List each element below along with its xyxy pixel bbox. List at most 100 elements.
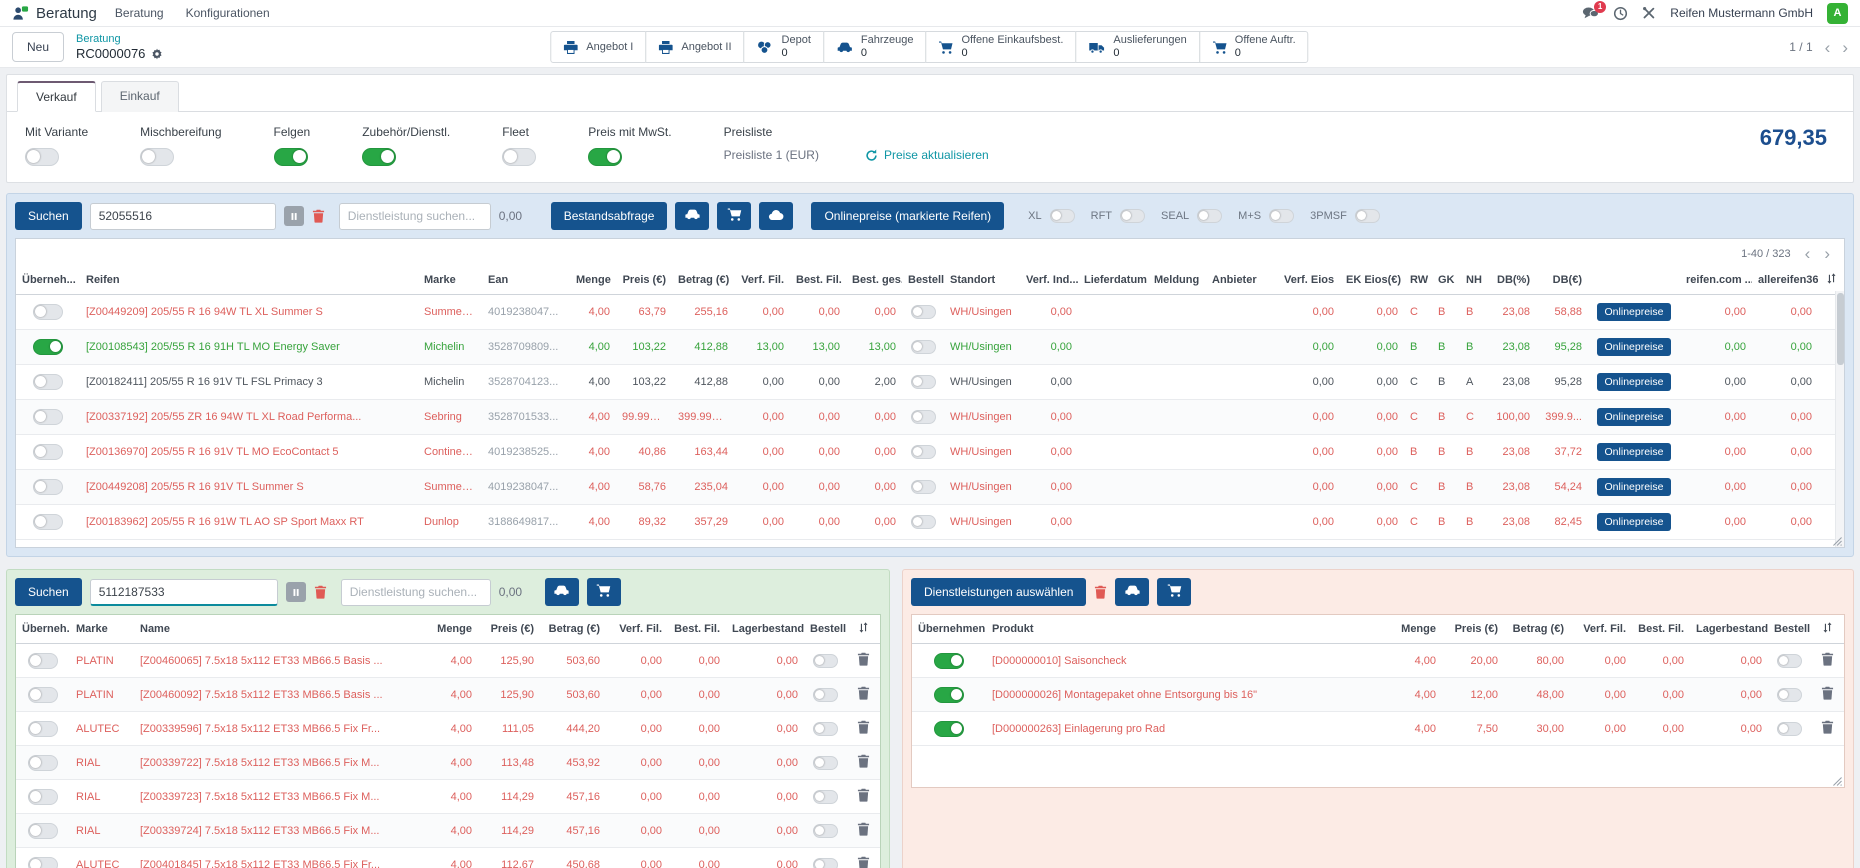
tire-name[interactable]: [Z00337192] 205/55 ZR 16 94W TL XL Road …	[80, 399, 418, 435]
stat-button-auslieferungen[interactable]: Auslieferungen 0	[1075, 31, 1200, 63]
order-toggle[interactable]	[812, 823, 838, 838]
table-row[interactable]: [Z00136970] 205/55 R 16 91V TL MO EcoCon…	[16, 434, 1844, 470]
onlinepreise-button[interactable]: Onlinepreise	[1596, 338, 1672, 356]
table-row[interactable]: [Z00449209] 205/55 R 16 94W TL XL Summer…	[16, 294, 1844, 330]
messages-icon[interactable]: 1	[1582, 1, 1607, 20]
column-header[interactable]: Produkt	[986, 615, 1390, 644]
table-row[interactable]: [D000000010] Saisoncheck 4,00 20,00 80,00 0,…	[912, 643, 1844, 678]
service-cart-button[interactable]	[1157, 578, 1192, 606]
trash-icon[interactable]	[857, 720, 870, 734]
cart-button[interactable]	[717, 202, 752, 230]
pager-previous-icon[interactable]: ‹	[1824, 37, 1831, 57]
service-clear-trash-icon[interactable]	[1094, 585, 1107, 599]
column-settings-icon[interactable]	[846, 615, 880, 644]
onlinepreise-button[interactable]: Onlinepreise	[1596, 303, 1672, 321]
order-toggle[interactable]	[910, 480, 936, 494]
tire-name[interactable]: [Z00182411] 205/55 R 16 91V TL FSL Prima…	[80, 364, 418, 400]
tire-pager-next-icon[interactable]: ›	[1824, 244, 1830, 263]
tire-pager-previous-icon[interactable]: ‹	[1804, 244, 1811, 263]
filter-toggle[interactable]	[1269, 209, 1295, 223]
table-row[interactable]: [Z00182411] 205/55 R 16 91V TL FSL Prima…	[16, 364, 1844, 400]
rim-name[interactable]: [Z00339723] 7.5x18 5x112 ET33 MB66.5 Fix…	[134, 779, 426, 814]
cloud-button[interactable]	[759, 202, 794, 230]
new-button[interactable]: Neu	[12, 32, 65, 62]
tire-search-button[interactable]: Suchen	[15, 202, 82, 230]
order-toggle[interactable]	[910, 445, 936, 459]
column-header[interactable]: Verf. Fil.	[606, 615, 668, 644]
option-toggle[interactable]	[25, 148, 59, 166]
table-row[interactable]: PLATIN [Z00460065] 7.5x18 5x112 ET33 MB66…	[16, 643, 880, 678]
online-prices-button[interactable]: Onlinepreise (markierte Reifen)	[811, 202, 1005, 230]
tire-table-scrollbar[interactable]	[1835, 291, 1844, 547]
activities-clock-icon[interactable]	[1613, 6, 1628, 21]
table-row[interactable]: RIAL [Z00339723] 7.5x18 5x112 ET33 MB66.5…	[16, 779, 880, 814]
menu-beratung[interactable]: Beratung	[114, 6, 164, 20]
column-header[interactable]	[1588, 266, 1680, 295]
tire-name[interactable]: [Z00136970] 205/55 R 16 91V TL MO EcoCon…	[80, 434, 418, 470]
rim-name[interactable]: [Z00460092] 7.5x18 5x112 ET33 MB66.5 Bas…	[134, 677, 426, 712]
table-row[interactable]: ALUTEC [Z00401845] 7.5x18 5x112 ET33 MB66…	[16, 847, 880, 868]
onlinepreise-button[interactable]: Onlinepreise	[1596, 408, 1672, 426]
select-services-button[interactable]: Dienstleistungen auswählen	[911, 578, 1087, 606]
column-header[interactable]: Best. Fil.	[1632, 615, 1690, 644]
order-toggle[interactable]	[1776, 721, 1802, 736]
pager-next-icon[interactable]: ›	[1842, 37, 1848, 57]
order-toggle[interactable]	[910, 340, 936, 354]
resize-handle[interactable]	[1833, 777, 1842, 786]
service-vehicle-button[interactable]	[1115, 578, 1150, 606]
take-over-toggle[interactable]	[28, 686, 58, 703]
onlinepreise-button[interactable]: Onlinepreise	[1596, 478, 1672, 496]
column-header[interactable]: Preis (€)	[1442, 615, 1504, 644]
table-row[interactable]: PLATIN [Z00460092] 7.5x18 5x112 ET33 MB66…	[16, 677, 880, 712]
rim-search-input[interactable]	[89, 578, 278, 606]
take-over-toggle[interactable]	[33, 409, 63, 425]
order-toggle[interactable]	[910, 305, 936, 319]
onlinepreise-button[interactable]: Onlinepreise	[1596, 373, 1672, 391]
table-row[interactable]: [D000000263] Einlagerung pro Rad 4,00 7,50…	[912, 711, 1844, 745]
column-header[interactable]: Menge	[1390, 615, 1442, 644]
column-header[interactable]: Marke	[418, 266, 482, 295]
take-over-toggle[interactable]	[28, 822, 58, 839]
column-header[interactable]: Überneh...	[16, 266, 80, 295]
take-over-toggle[interactable]	[33, 304, 63, 320]
filter-toggle[interactable]	[1120, 209, 1146, 223]
action-gear-icon[interactable]	[151, 48, 163, 60]
column-header[interactable]: Marke	[70, 615, 134, 644]
stat-button-angebot-i[interactable]: Angebot I	[550, 31, 647, 63]
stock-query-button[interactable]: Bestandsabfrage	[550, 202, 668, 230]
tire-service-search-input[interactable]	[338, 202, 491, 230]
take-over-toggle[interactable]	[934, 686, 964, 703]
option-toggle[interactable]	[502, 148, 537, 166]
resize-handle[interactable]	[1833, 537, 1842, 546]
column-header[interactable]: Reifen	[80, 266, 418, 295]
column-header[interactable]: Name	[134, 615, 426, 644]
column-header[interactable]: Lagerbestand	[1690, 615, 1768, 644]
column-header[interactable]: RW	[1404, 266, 1432, 295]
column-header[interactable]: Menge	[426, 615, 478, 644]
option-toggle[interactable]	[362, 148, 397, 166]
trash-icon[interactable]	[1821, 720, 1834, 734]
column-header[interactable]: Ean	[482, 266, 570, 295]
column-header[interactable]: Best. Fil.	[668, 615, 726, 644]
pause-columns-icon[interactable]	[283, 206, 304, 226]
column-header[interactable]: Betrag (€)	[540, 615, 606, 644]
take-over-toggle[interactable]	[28, 856, 58, 868]
tab-einkauf[interactable]: Einkauf	[100, 81, 179, 112]
column-header[interactable]: Menge	[570, 266, 616, 295]
rim-vehicle-button[interactable]	[544, 578, 579, 606]
tire-name[interactable]: [Z00108543] 205/55 R 16 91H TL MO Energy…	[80, 329, 418, 365]
table-row[interactable]: RIAL [Z00339722] 7.5x18 5x112 ET33 MB66.5…	[16, 745, 880, 780]
order-toggle[interactable]	[812, 653, 838, 668]
column-header[interactable]: Anbieter	[1206, 266, 1278, 295]
take-over-toggle[interactable]	[33, 444, 63, 460]
rim-service-search-input[interactable]	[340, 578, 491, 606]
trash-icon[interactable]	[1821, 652, 1834, 666]
column-header[interactable]: NH	[1460, 266, 1488, 295]
order-toggle[interactable]	[910, 515, 936, 529]
column-header[interactable]: Preis (€)	[478, 615, 540, 644]
table-row[interactable]: [Z00337192] 205/55 ZR 16 94W TL XL Road …	[16, 399, 1844, 435]
column-header[interactable]: Übernehmen	[912, 615, 986, 644]
trash-icon[interactable]	[857, 856, 870, 868]
column-header[interactable]: Best. Fil.	[790, 266, 846, 295]
order-toggle[interactable]	[910, 410, 936, 424]
